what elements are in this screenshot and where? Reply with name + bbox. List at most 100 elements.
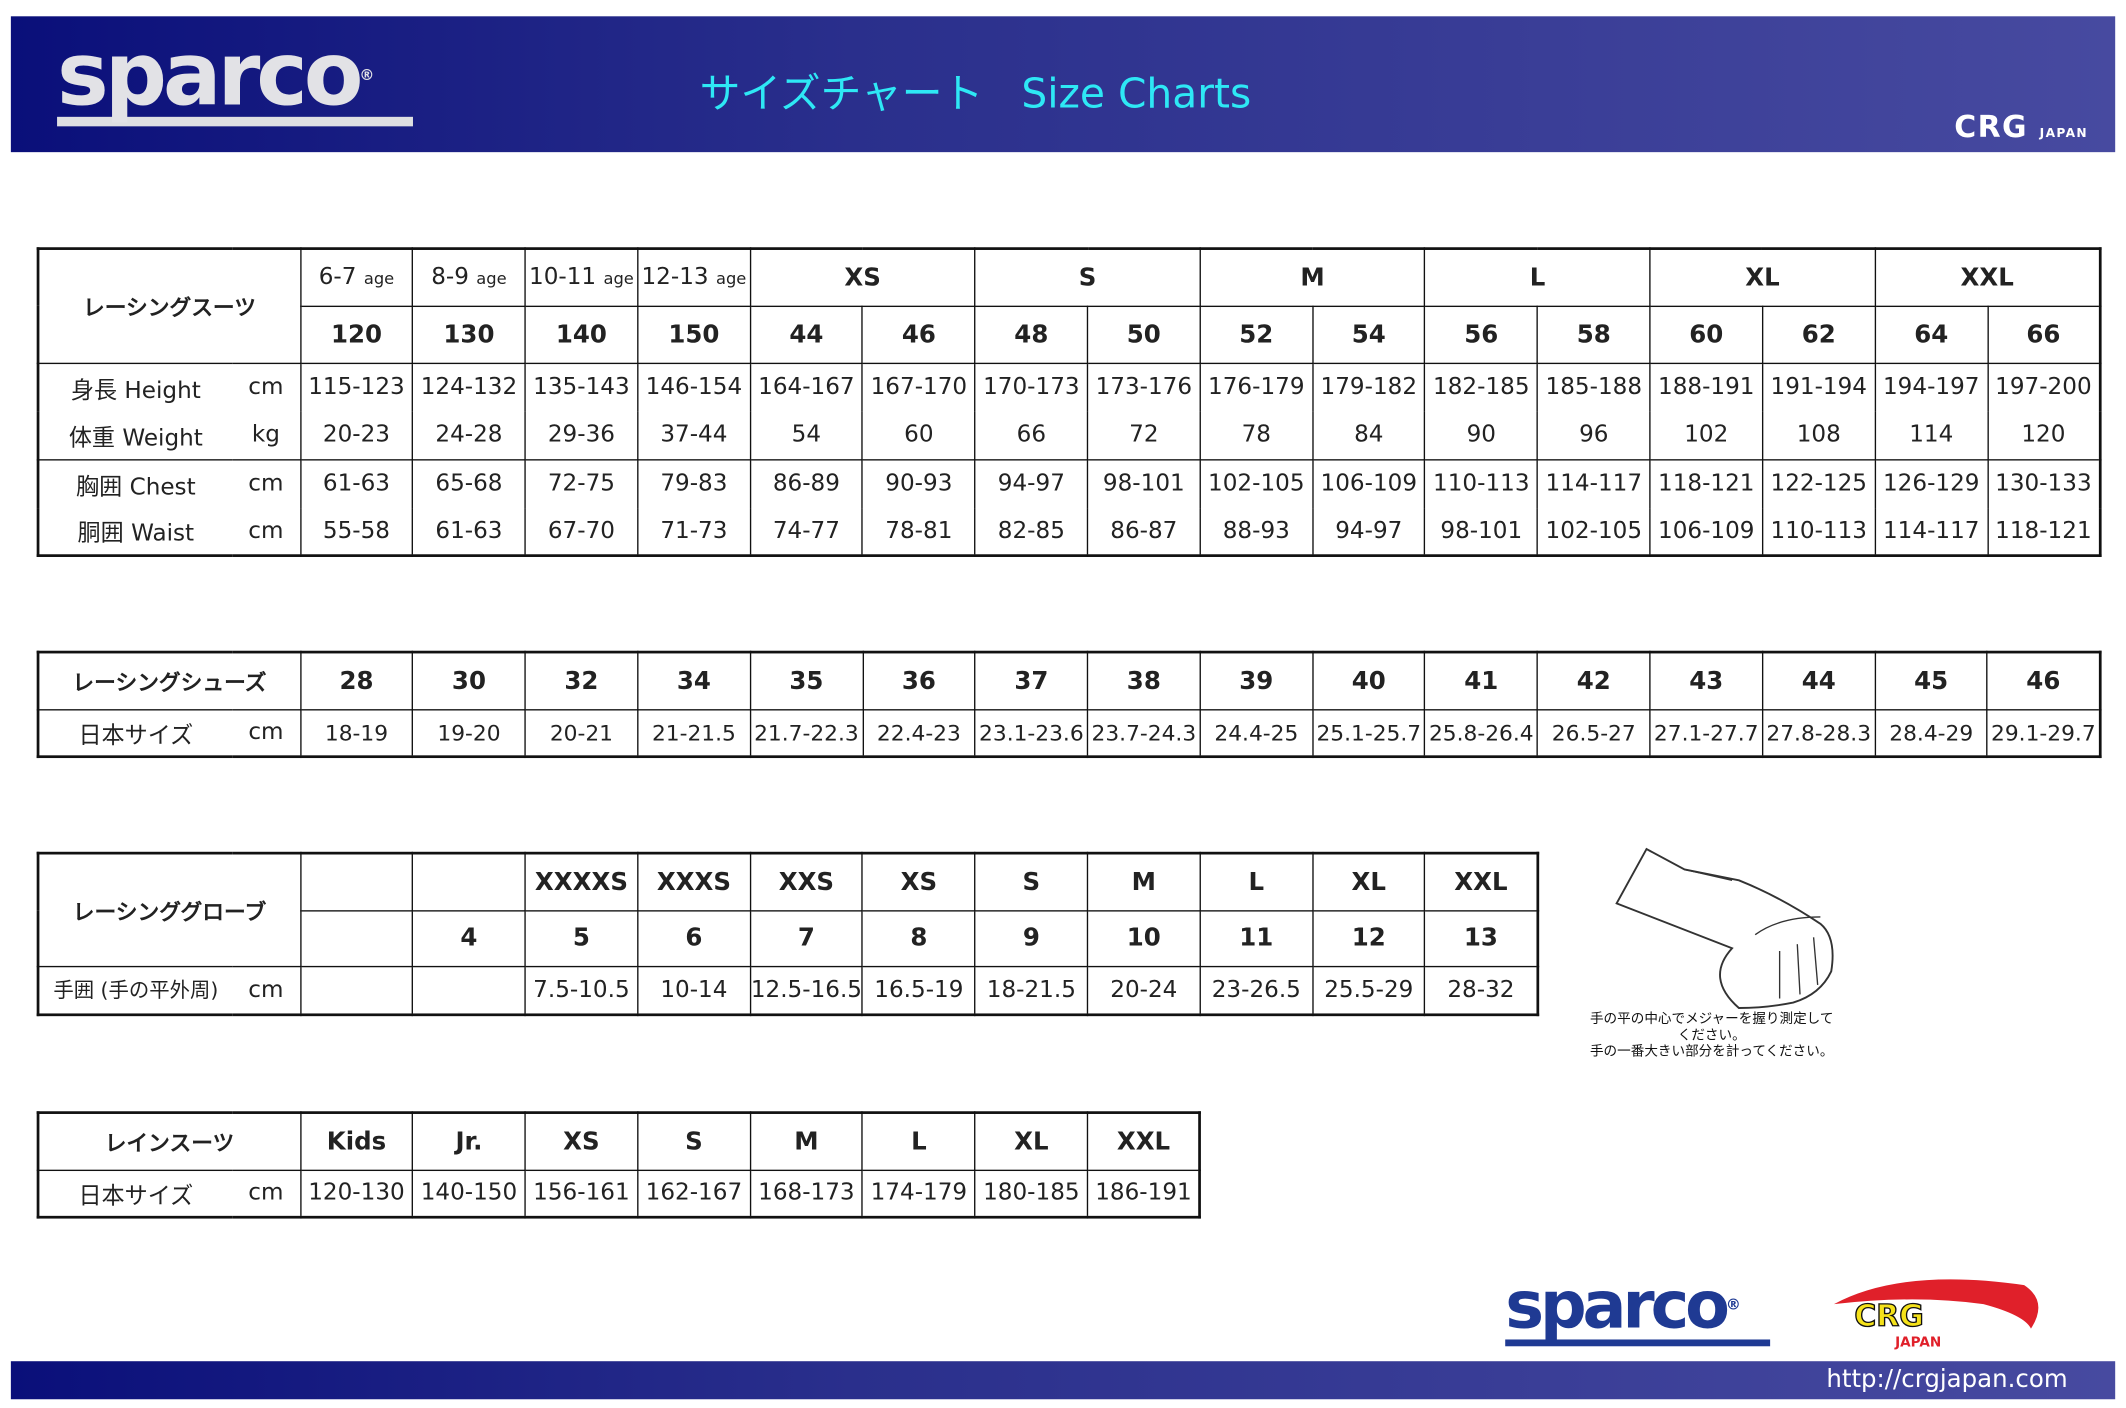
table-cell: 71-73 — [636, 507, 751, 557]
table-cell: 21.7-22.3 — [749, 708, 864, 758]
table-cell: 118-121 — [1986, 507, 2101, 557]
table-cell: 28.4-29 — [1874, 708, 1989, 758]
size-header: XXL — [1424, 852, 1539, 911]
size-header — [299, 909, 414, 967]
table-cell: 79-83 — [636, 458, 751, 508]
header-row: レインスーツ Kids Jr. XS S M L XL XXL — [37, 1111, 1201, 1171]
size-header: 8 — [861, 909, 976, 967]
table-cell: 67-70 — [524, 507, 639, 557]
size-header: 54 — [1311, 304, 1426, 364]
table-cell: 180-185 — [974, 1168, 1089, 1218]
size-header: 52 — [1199, 304, 1314, 364]
table-cell: 176-179 — [1199, 362, 1314, 411]
size-header: 6 — [636, 909, 751, 967]
svg-text:JAPAN: JAPAN — [1894, 1334, 1941, 1350]
age-header: 10-11 age — [524, 247, 639, 307]
table-cell: 170-173 — [974, 362, 1089, 411]
table-cell: 118-121 — [1649, 458, 1764, 508]
footer-banner: http://crgjapan.com — [10, 1361, 2116, 1400]
hand-measurement-illustration — [1615, 847, 1834, 1009]
table-cell: 28-32 — [1424, 965, 1539, 1016]
table-cell: 78-81 — [861, 507, 976, 557]
table-row: 日本サイズ cm 120-130 140-150 156-161 162-167 168-1… — [37, 1168, 1201, 1218]
header-row: レーシンググローブ XXXXS XXXS XXS XS S M L XL XXL — [37, 852, 1539, 967]
table-cell: 186-191 — [1086, 1168, 1201, 1218]
header-row: 120 130 140 150 44 46 48 50 52 54 56 58 60 62 64 66 — [38, 304, 2101, 364]
size-header: 30 — [412, 651, 526, 710]
table-cell: 74-77 — [749, 507, 864, 557]
racing-shoes-size-table: レーシングシューズ 28 30 32 34 35 36 37 38 39 40 41 42 43 44 45 4… — [36, 650, 2102, 759]
size-header: 56 — [1424, 304, 1539, 364]
table-cell: 23.7-24.3 — [1086, 708, 1201, 758]
racing-gloves-size-table: レーシンググローブ XXXXS XXXS XXS XS S M L XL XXL 4 5 6 7 8 9 10 1… — [36, 851, 1539, 1017]
size-header: 4 — [412, 909, 526, 967]
table-cell: 194-197 — [1874, 362, 1989, 411]
table-cell: 110-113 — [1761, 507, 1876, 557]
row-label: 日本サイズ — [37, 1168, 233, 1218]
table-cell: 21-21.5 — [637, 708, 751, 758]
table-cell: 108 — [1761, 410, 1876, 460]
size-header: 36 — [861, 651, 976, 710]
table-cell: 114-117 — [1874, 507, 1989, 557]
table-cell: 94-97 — [1311, 507, 1426, 557]
website-link[interactable]: http://crgjapan.com — [1826, 1365, 2068, 1394]
unit-label: cm — [232, 1168, 301, 1218]
table-row: 体重 Weight kg 20-23 24-28 29-36 37-44 54 60 66 72 7… — [37, 410, 2101, 460]
size-header: L — [861, 1111, 976, 1171]
table-cell: 60 — [861, 410, 976, 460]
table-cell: 7.5-10.5 — [524, 965, 639, 1016]
racing-suit-size-table: レーシングスーツ 6-7 age 8-9 age 10-11 age 12-13 age… — [36, 247, 2102, 557]
unit-label: cm — [232, 708, 301, 758]
table-cell: 135-143 — [524, 362, 639, 411]
size-header: 10 — [1086, 909, 1201, 967]
size-header: 44 — [749, 304, 864, 364]
page-title: サイズチャート Size Charts — [700, 60, 1290, 120]
table-cell: 27.8-28.3 — [1761, 708, 1876, 758]
table-cell: 29.1-29.7 — [1986, 708, 2101, 758]
table-cell: 12.5-16.5 — [749, 965, 864, 1016]
size-group-header: M — [1199, 247, 1426, 307]
size-header: 150 — [636, 304, 751, 364]
table-cell: 98-101 — [1086, 458, 1201, 508]
unit-label: cm — [232, 458, 301, 508]
table-cell: 82-85 — [974, 507, 1089, 557]
size-header: XXXS — [636, 852, 751, 911]
table-cell: 156-161 — [524, 1168, 639, 1218]
size-header: 60 — [1649, 304, 1764, 364]
table-title: レーシングシューズ — [37, 651, 301, 710]
size-header: 50 — [1086, 304, 1201, 364]
table-cell: 29-36 — [524, 410, 639, 460]
size-header: 43 — [1649, 651, 1764, 710]
table-cell: 84 — [1311, 410, 1426, 460]
size-header: 44 — [1761, 651, 1876, 710]
table-cell: 94-97 — [974, 458, 1089, 508]
table-cell: 182-185 — [1424, 362, 1539, 411]
table-cell: 146-154 — [636, 362, 751, 411]
table-cell: 86-89 — [749, 458, 864, 508]
row-label: 手囲 (手の平外周) — [37, 965, 233, 1016]
table-title: レーシングスーツ — [37, 247, 301, 364]
svg-text:CRG: CRG — [1854, 1299, 1923, 1334]
sparco-logo: sparco® — [57, 33, 413, 127]
row-label: 胴囲 Waist — [37, 507, 233, 557]
table-row: 手囲 (手の平外周) cm 7.5-10.5 10-14 12.5-16.5 16.5-1… — [37, 965, 1539, 1016]
table-cell: 90-93 — [861, 458, 976, 508]
table-row: 胸囲 Chest cm 61-63 65-68 72-75 79-83 86-89 90-93… — [37, 458, 2101, 508]
size-header — [299, 852, 414, 911]
table-cell: 65-68 — [412, 458, 526, 508]
footer-crg-japan-logo: CRG JAPAN — [1833, 1279, 2039, 1350]
size-header: XS — [524, 1111, 639, 1171]
size-header: 37 — [974, 651, 1089, 710]
table-cell: 24-28 — [412, 410, 526, 460]
size-header: 62 — [1761, 304, 1876, 364]
table-cell: 120 — [1986, 410, 2101, 460]
unit-label: cm — [232, 965, 301, 1016]
title-jp: サイズチャート — [699, 70, 984, 119]
table-cell: 179-182 — [1311, 362, 1426, 411]
table-cell: 106-109 — [1311, 458, 1426, 508]
size-header: 5 — [524, 909, 639, 967]
size-header: S — [636, 1111, 751, 1171]
table-row: 日本サイズ cm 18-19 19-20 20-21 21-21.5 21.7-22.3 22… — [37, 708, 2101, 758]
size-header: Kids — [299, 1111, 414, 1171]
header-row: レーシングシューズ 28 30 32 34 35 36 37 38 39 40 41 42 43 44 45 4… — [37, 651, 2101, 710]
